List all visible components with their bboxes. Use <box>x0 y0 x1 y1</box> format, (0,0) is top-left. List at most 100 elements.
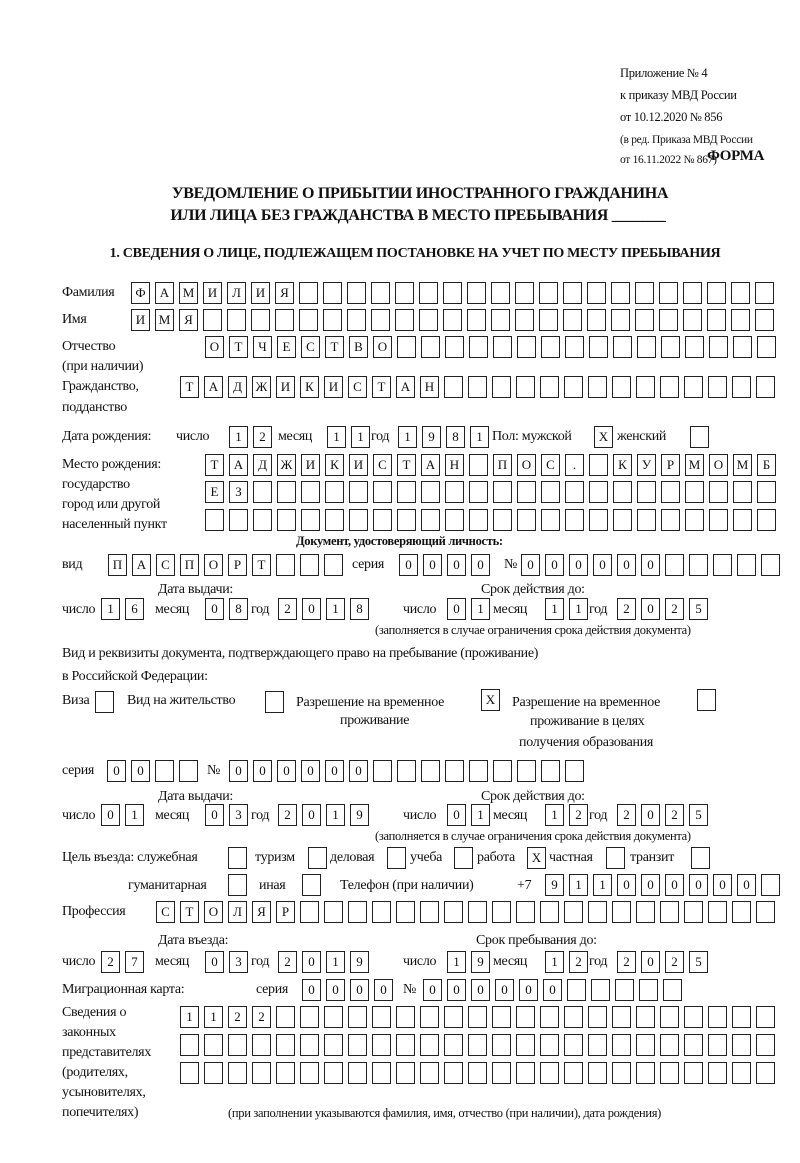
char-cell[interactable] <box>612 1062 631 1084</box>
char-cell[interactable] <box>707 309 726 331</box>
char-cell[interactable] <box>683 309 702 331</box>
char-cell[interactable]: Л <box>227 282 246 304</box>
char-cell[interactable]: Б <box>757 454 776 476</box>
char-cell[interactable] <box>756 1006 775 1028</box>
char-cell[interactable] <box>180 1062 199 1084</box>
char-cell[interactable] <box>323 282 342 304</box>
checkbox[interactable] <box>690 426 709 448</box>
char-cell[interactable] <box>468 376 487 398</box>
char-cell[interactable]: 1 <box>447 951 466 973</box>
char-cell[interactable] <box>300 1034 319 1056</box>
char-cell[interactable]: 0 <box>543 979 562 1001</box>
char-cell[interactable] <box>301 509 320 531</box>
char-cell[interactable] <box>300 1006 319 1028</box>
checkbox[interactable] <box>308 847 327 869</box>
char-cell[interactable] <box>732 376 751 398</box>
char-cell[interactable] <box>420 1062 439 1084</box>
char-cell[interactable]: 2 <box>665 598 684 620</box>
char-cell[interactable] <box>708 1062 727 1084</box>
char-cell[interactable] <box>516 901 535 923</box>
char-cell[interactable]: 0 <box>641 554 660 576</box>
char-cell[interactable] <box>757 481 776 503</box>
char-cell[interactable] <box>733 509 752 531</box>
char-cell[interactable] <box>612 1034 631 1056</box>
char-cell[interactable] <box>713 554 732 576</box>
char-cell[interactable] <box>709 481 728 503</box>
char-cell[interactable]: 0 <box>205 804 224 826</box>
char-cell[interactable] <box>348 1062 367 1084</box>
char-cell[interactable] <box>229 509 248 531</box>
char-cell[interactable] <box>300 901 319 923</box>
char-cell[interactable] <box>541 336 560 358</box>
char-cell[interactable]: М <box>733 454 752 476</box>
char-cell[interactable] <box>324 1062 343 1084</box>
char-cell[interactable]: 2 <box>253 426 272 448</box>
char-cell[interactable] <box>397 509 416 531</box>
char-cell[interactable] <box>612 1006 631 1028</box>
char-cell[interactable]: П <box>180 554 199 576</box>
char-cell[interactable]: 2 <box>665 951 684 973</box>
char-cell[interactable]: 0 <box>205 951 224 973</box>
char-cell[interactable]: 1 <box>470 426 489 448</box>
checkbox[interactable] <box>697 689 716 711</box>
char-cell[interactable] <box>588 1062 607 1084</box>
char-cell[interactable]: С <box>541 454 560 476</box>
char-cell[interactable] <box>665 554 684 576</box>
char-cell[interactable]: И <box>251 282 270 304</box>
char-cell[interactable] <box>589 454 608 476</box>
char-cell[interactable]: 1 <box>471 598 490 620</box>
char-cell[interactable] <box>395 309 414 331</box>
char-cell[interactable]: Т <box>252 554 271 576</box>
char-cell[interactable] <box>588 901 607 923</box>
char-cell[interactable] <box>563 309 582 331</box>
char-cell[interactable]: Е <box>205 481 224 503</box>
char-cell[interactable] <box>468 1062 487 1084</box>
char-cell[interactable] <box>419 282 438 304</box>
char-cell[interactable]: 5 <box>689 951 708 973</box>
char-cell[interactable]: 5 <box>689 804 708 826</box>
char-cell[interactable] <box>325 481 344 503</box>
char-cell[interactable] <box>756 376 775 398</box>
char-cell[interactable] <box>155 760 174 782</box>
char-cell[interactable] <box>347 309 366 331</box>
char-cell[interactable] <box>324 1034 343 1056</box>
char-cell[interactable]: 0 <box>302 951 321 973</box>
char-cell[interactable] <box>371 282 390 304</box>
char-cell[interactable]: 2 <box>569 951 588 973</box>
char-cell[interactable]: Т <box>229 336 248 358</box>
char-cell[interactable]: И <box>324 376 343 398</box>
char-cell[interactable]: С <box>348 376 367 398</box>
char-cell[interactable]: 1 <box>545 951 564 973</box>
char-cell[interactable]: 1 <box>326 598 345 620</box>
char-cell[interactable] <box>301 481 320 503</box>
char-cell[interactable] <box>661 336 680 358</box>
char-cell[interactable]: 0 <box>665 874 684 896</box>
char-cell[interactable] <box>373 481 392 503</box>
char-cell[interactable]: 2 <box>228 1006 247 1028</box>
char-cell[interactable] <box>372 1062 391 1084</box>
char-cell[interactable] <box>732 1062 751 1084</box>
char-cell[interactable]: 0 <box>641 598 660 620</box>
char-cell[interactable] <box>205 509 224 531</box>
char-cell[interactable] <box>755 309 774 331</box>
char-cell[interactable] <box>611 282 630 304</box>
char-cell[interactable] <box>444 1034 463 1056</box>
char-cell[interactable]: 0 <box>519 979 538 1001</box>
char-cell[interactable] <box>709 336 728 358</box>
char-cell[interactable] <box>611 309 630 331</box>
char-cell[interactable]: . <box>565 454 584 476</box>
char-cell[interactable]: 1 <box>593 874 612 896</box>
char-cell[interactable] <box>539 282 558 304</box>
char-cell[interactable]: 0 <box>617 874 636 896</box>
char-cell[interactable]: 0 <box>277 760 296 782</box>
char-cell[interactable] <box>253 481 272 503</box>
char-cell[interactable]: 5 <box>689 598 708 620</box>
checkbox[interactable] <box>691 847 710 869</box>
char-cell[interactable] <box>276 1006 295 1028</box>
char-cell[interactable]: Д <box>253 454 272 476</box>
char-cell[interactable] <box>660 1062 679 1084</box>
char-cell[interactable]: В <box>349 336 368 358</box>
char-cell[interactable] <box>372 1006 391 1028</box>
char-cell[interactable] <box>564 901 583 923</box>
char-cell[interactable] <box>684 1034 703 1056</box>
